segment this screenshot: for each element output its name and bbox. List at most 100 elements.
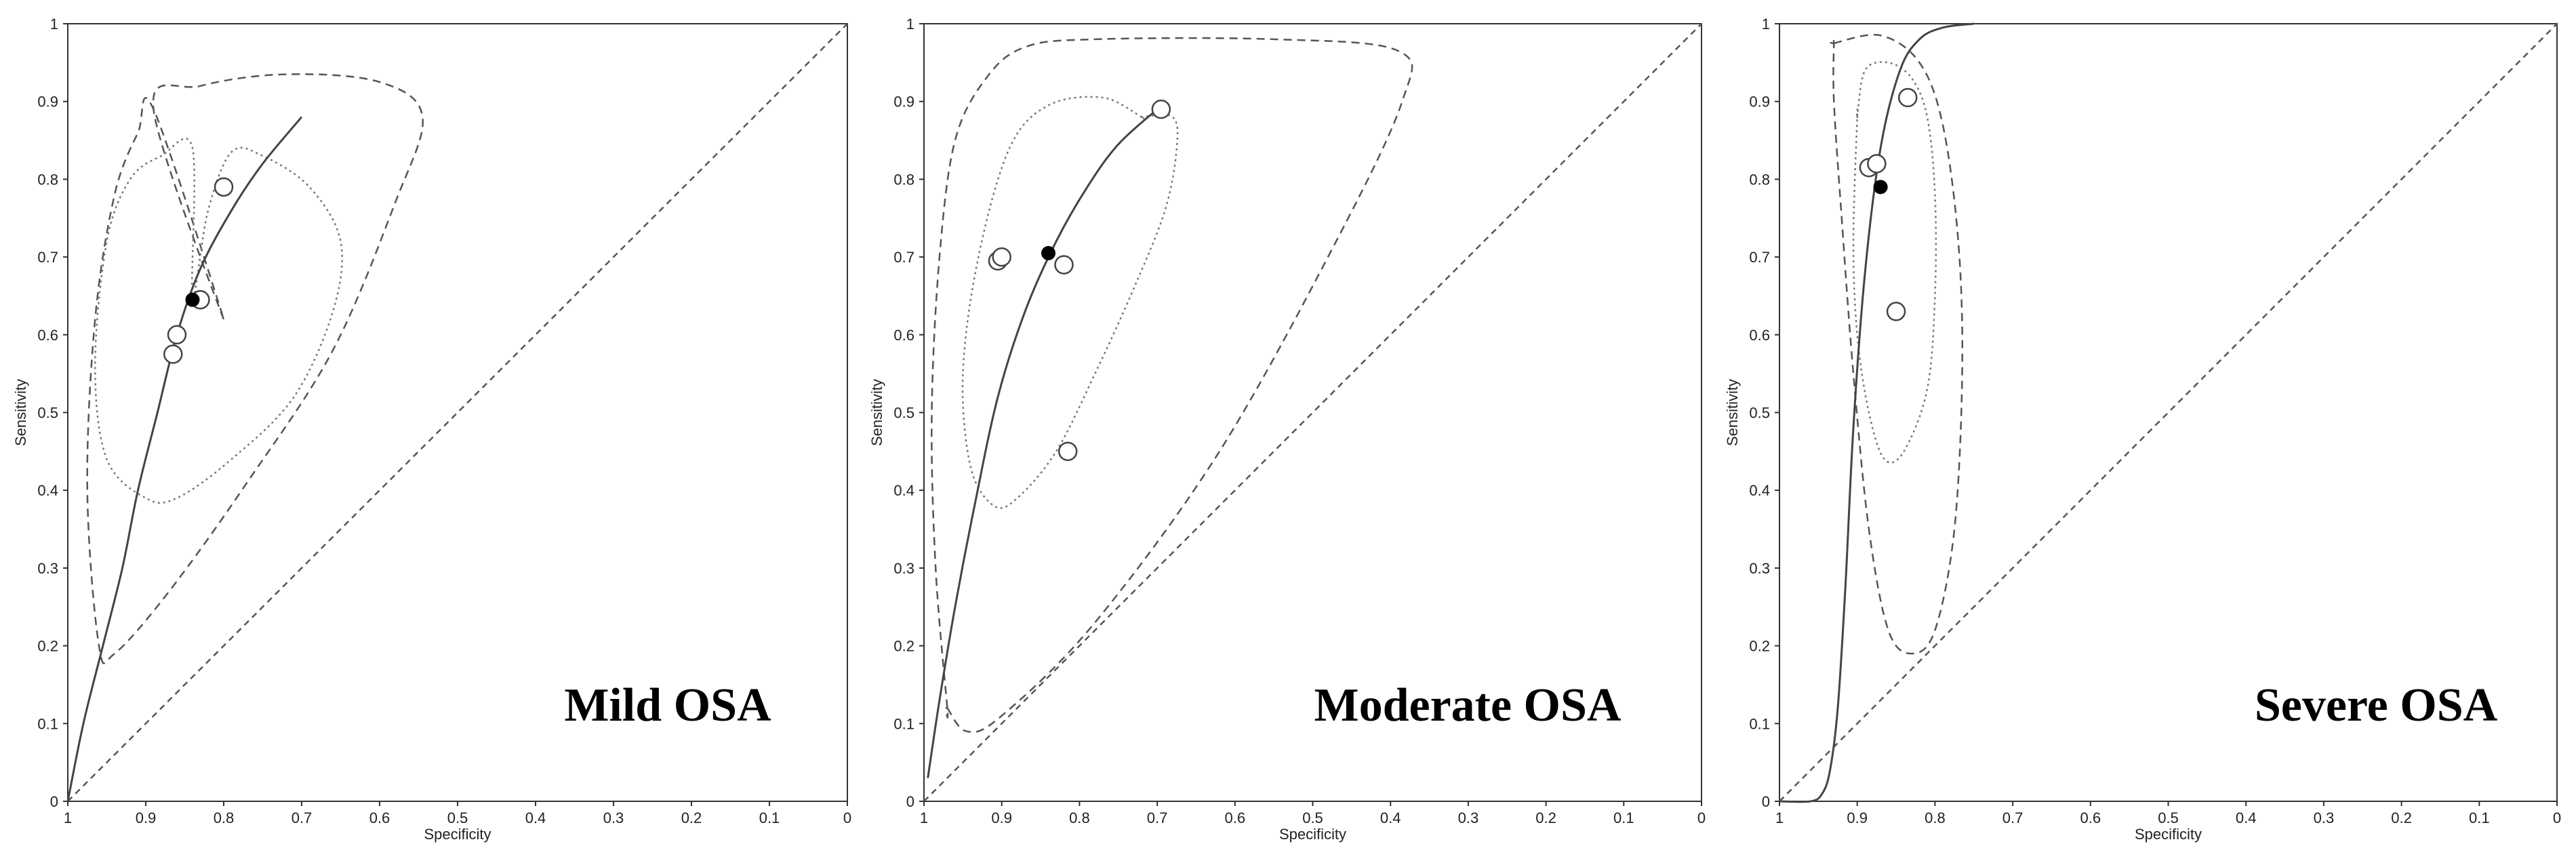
x-axis-title: Specificity xyxy=(1279,826,1346,843)
confidence-region xyxy=(94,138,344,504)
x-tick-label: 0.2 xyxy=(681,809,702,826)
y-axis-title: Sensitivity xyxy=(1724,379,1741,446)
y-tick-label: 0.9 xyxy=(37,94,58,111)
y-tick-label: 0.6 xyxy=(1749,327,1770,344)
y-tick-label: 0.5 xyxy=(893,405,914,422)
x-tick-label: 0.1 xyxy=(1613,809,1634,826)
sroc-curve xyxy=(927,108,1159,778)
y-tick-label: 0 xyxy=(50,793,58,810)
y-tick-label: 0.3 xyxy=(1749,560,1770,577)
x-tick-label: 0.7 xyxy=(1147,809,1168,826)
x-tick-label: 0 xyxy=(843,809,851,826)
y-tick-label: 0.3 xyxy=(893,560,914,577)
y-tick-label: 0.7 xyxy=(37,249,58,266)
study-point xyxy=(1867,154,1887,174)
prediction-region xyxy=(1830,34,1964,655)
sroc-curve xyxy=(66,116,303,802)
y-tick-label: 0.1 xyxy=(893,715,914,732)
summary-point xyxy=(1041,245,1056,260)
y-tick-label: 0.2 xyxy=(37,638,58,655)
study-point xyxy=(992,247,1011,267)
y-axis-title: Sensitivity xyxy=(868,379,885,446)
moderate-osa-panel: 1 0.9 0.8 0.7 0.6 0.5 0.4 0.3 0.2 0.1 0 0 0.1 0.2 0.3 0… xyxy=(868,16,1706,843)
study-point xyxy=(1058,441,1078,462)
y-tick-label: 0 xyxy=(1762,793,1770,810)
y-tick-label: 0.1 xyxy=(37,715,58,732)
x-tick-label: 0 xyxy=(1697,809,1706,826)
summary-point xyxy=(1873,180,1888,195)
y-tick-label: 0.2 xyxy=(893,638,914,655)
x-tick-label: 0.7 xyxy=(2003,809,2024,826)
x-tick-label: 0.3 xyxy=(1458,809,1479,826)
y-axis-title: Sensitivity xyxy=(12,379,29,446)
y-tick-label: 0.2 xyxy=(1749,638,1770,655)
confidence-region xyxy=(1852,61,1937,464)
chance-diagonal xyxy=(1779,23,2558,802)
y-tick-label: 0.9 xyxy=(893,94,914,111)
x-tick-label: 0.9 xyxy=(136,809,157,826)
study-point xyxy=(1886,302,1906,321)
x-tick-label: 0.9 xyxy=(1847,809,1868,826)
x-tick-label: 0.6 xyxy=(1225,809,1246,826)
x-axis-title: Specificity xyxy=(424,826,491,843)
x-tick-label: 0.7 xyxy=(291,809,313,826)
x-tick-label: 1 xyxy=(920,809,928,826)
summary-point xyxy=(185,292,200,307)
x-tick-label: 1 xyxy=(1775,809,1784,826)
prediction-region xyxy=(86,73,424,664)
y-tick-label: 0.5 xyxy=(37,405,58,422)
y-tick-label: 0.8 xyxy=(893,171,914,188)
panel-title: Severe OSA xyxy=(2255,679,2498,731)
study-point xyxy=(214,177,234,197)
y-tick-label: 0.3 xyxy=(37,560,58,577)
x-tick-label: 0.4 xyxy=(2236,809,2257,826)
y-tick-label: 0.7 xyxy=(1749,249,1770,266)
x-tick-label: 0.8 xyxy=(1925,809,1946,826)
mild-osa-panel: 1 0.9 0.8 0.7 0.6 0.5 0.4 0.3 0.2 0.1 0 0 0.1 0.2 0.3 0… xyxy=(12,16,851,843)
x-tick-label: 0.3 xyxy=(603,809,624,826)
y-tick-label: 0.4 xyxy=(893,482,914,499)
x-tick-label: 0.8 xyxy=(1069,809,1090,826)
x-tick-label: 0.2 xyxy=(2391,809,2412,826)
y-tick-label: 0.5 xyxy=(1749,405,1770,422)
x-tick-label: 0.3 xyxy=(2314,809,2335,826)
x-tick-label: 0.6 xyxy=(369,809,390,826)
study-point xyxy=(1151,99,1171,119)
x-tick-label: 0.1 xyxy=(2469,809,2490,826)
x-tick-label: 0.5 xyxy=(2158,809,2179,826)
prediction-region xyxy=(931,37,1413,734)
x-tick-label: 0.5 xyxy=(447,809,468,826)
y-tick-label: 1 xyxy=(906,16,914,33)
study-point xyxy=(167,325,187,345)
chance-diagonal xyxy=(923,23,1702,802)
x-tick-label: 0.8 xyxy=(214,809,235,826)
x-tick-label: 0.4 xyxy=(1380,809,1401,826)
sroc-curve xyxy=(1779,22,1974,803)
panel-title: Mild OSA xyxy=(564,679,771,731)
y-tick-label: 0.8 xyxy=(37,171,58,188)
y-tick-label: 1 xyxy=(50,16,58,33)
severe-osa-panel: 1 0.9 0.8 0.7 0.6 0.5 0.4 0.3 0.2 0.1 0 0 0.1 0.2 0.3 0… xyxy=(1724,16,2561,843)
panel-title: Moderate OSA xyxy=(1314,679,1622,731)
x-tick-label: 0.4 xyxy=(525,809,546,826)
y-tick-label: 0.4 xyxy=(37,482,58,499)
x-tick-label: 0.2 xyxy=(1535,809,1556,826)
y-tick-label: 0 xyxy=(906,793,914,810)
y-tick-label: 1 xyxy=(1762,16,1770,33)
y-tick-label: 0.7 xyxy=(893,249,914,266)
x-tick-label: 0.6 xyxy=(2080,809,2101,826)
x-tick-label: 1 xyxy=(64,809,72,826)
study-point xyxy=(1898,87,1918,108)
x-tick-label: 0.9 xyxy=(991,809,1012,826)
x-tick-label: 0 xyxy=(2553,809,2561,826)
x-tick-label: 0.1 xyxy=(759,809,780,826)
y-tick-label: 0.6 xyxy=(37,327,58,344)
y-tick-label: 0.6 xyxy=(893,327,914,344)
study-point xyxy=(1054,255,1074,275)
y-tick-label: 0.4 xyxy=(1749,482,1770,499)
study-point xyxy=(163,344,183,364)
y-tick-label: 0.1 xyxy=(1749,715,1770,732)
y-tick-label: 0.8 xyxy=(1749,171,1770,188)
x-axis-title: Specificity xyxy=(2135,826,2202,843)
